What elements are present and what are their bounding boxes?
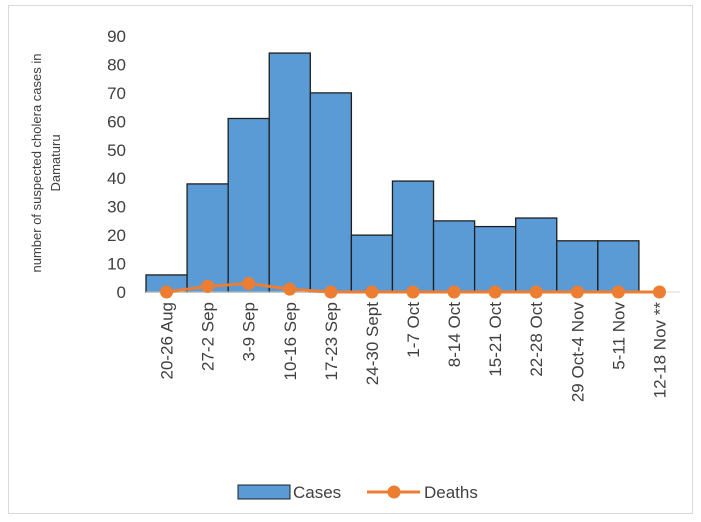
x-tick-label: 1-7 Oct: [404, 302, 423, 358]
x-tick-label: 24-30 Sept: [363, 302, 382, 385]
deaths-point: [611, 285, 625, 299]
deaths-point: [529, 285, 543, 299]
legend: Cases Deaths: [237, 483, 478, 502]
deaths-point: [652, 285, 666, 299]
y-axis-title-line-2: Damaturu: [48, 134, 63, 191]
x-axis-tick-labels: 20-26 Aug 27-2 Sep 3-9 Sep 10-16 Sep 17-23 S…: [158, 302, 670, 403]
cases-bars: [145, 52, 640, 293]
x-tick-label: 8-14 Oct: [445, 302, 464, 367]
x-tick-label: 22-28 Oct: [527, 302, 546, 377]
legend-deaths-marker: [387, 485, 401, 499]
cases-bar: [227, 117, 270, 293]
deaths-point: [488, 285, 502, 299]
cases-bar: [350, 234, 394, 293]
y-tick-label: 70: [107, 84, 126, 103]
x-tick-label: 10-16 Sep: [281, 302, 300, 380]
y-tick-label: 0: [117, 283, 126, 302]
x-tick-label: 20-26 Aug: [158, 302, 177, 380]
cases-bar: [268, 52, 311, 293]
deaths-point: [570, 285, 584, 299]
cases-bar: [515, 217, 558, 293]
y-tick-label: 60: [107, 112, 126, 131]
deaths-point: [447, 285, 461, 299]
cases-bar: [597, 240, 640, 293]
deaths-point: [324, 285, 338, 299]
y-axis-title: number of suspected cholera cases in Dam…: [29, 54, 63, 273]
legend-deaths-label: Deaths: [424, 483, 478, 502]
y-tick-label: 50: [107, 141, 126, 160]
deaths-point: [283, 282, 297, 296]
y-tick-label: 90: [107, 27, 126, 46]
x-tick-label: 12-18 Nov **: [650, 302, 669, 399]
cases-bar: [391, 180, 435, 293]
y-tick-label: 80: [107, 55, 126, 74]
y-tick-label: 20: [107, 226, 126, 245]
cases-bar: [556, 240, 599, 293]
deaths-point: [160, 285, 174, 299]
cases-bar: [186, 183, 229, 293]
x-tick-label: 3-9 Sep: [240, 302, 259, 362]
y-tick-label: 40: [107, 169, 126, 188]
x-tick-label: 5-11 Nov: [609, 302, 628, 370]
x-tick-label: 27-2 Sep: [199, 302, 218, 371]
cases-bar: [309, 92, 353, 293]
deaths-point: [242, 276, 256, 290]
y-tick-label: 30: [107, 198, 126, 217]
cases-bar: [432, 220, 476, 293]
x-tick-label: 15-21 Oct: [486, 302, 505, 377]
legend-cases-swatch: [237, 484, 291, 500]
deaths-series: [160, 276, 666, 299]
deaths-point: [406, 285, 420, 299]
y-tick-label: 10: [107, 255, 126, 274]
legend-cases-label: Cases: [293, 483, 341, 502]
y-axis-title-line-1: number of suspected cholera cases in: [29, 54, 44, 273]
deaths-point: [365, 285, 379, 299]
deaths-point: [201, 279, 215, 293]
x-tick-label: 29 Oct-4 Nov: [568, 302, 587, 403]
y-axis-tick-labels: 0 10 20 30 40 50 60 70 80 90: [107, 27, 126, 302]
cases-bar: [473, 225, 517, 293]
x-tick-label: 17-23 Sep: [322, 302, 341, 380]
